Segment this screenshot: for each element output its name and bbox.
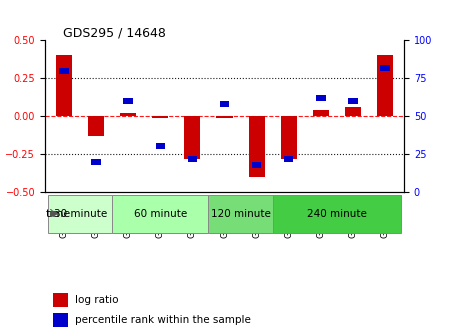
Bar (53, 313, 68, 327)
Bar (220, 101, 229, 107)
Bar (53, 293, 68, 307)
Bar (88, 116, 104, 136)
Text: percentile rank within the sample: percentile rank within the sample (75, 316, 251, 325)
Text: 60 minute: 60 minute (134, 209, 187, 218)
Text: 240 minute: 240 minute (307, 209, 367, 218)
Text: 120 minute: 120 minute (211, 209, 270, 218)
Text: time: time (45, 209, 71, 218)
Bar (313, 110, 329, 116)
Bar (345, 107, 361, 116)
Text: GDS295 / 14648: GDS295 / 14648 (63, 26, 166, 39)
Bar (316, 95, 326, 101)
Bar (112, 195, 208, 233)
Bar (120, 113, 136, 116)
Bar (185, 116, 200, 159)
Bar (188, 156, 197, 162)
Bar (252, 162, 261, 168)
Bar (377, 55, 393, 116)
Bar (348, 98, 357, 104)
Bar (56, 55, 72, 116)
Bar (273, 195, 401, 233)
Bar (48, 195, 112, 233)
Text: 30 minute: 30 minute (53, 209, 107, 218)
Text: log ratio: log ratio (75, 295, 119, 305)
Bar (59, 68, 69, 74)
Bar (208, 195, 273, 233)
Bar (284, 156, 294, 162)
Bar (152, 116, 168, 118)
Bar (249, 116, 264, 177)
Bar (123, 98, 133, 104)
Bar (92, 159, 101, 165)
Bar (155, 143, 165, 150)
Bar (216, 116, 233, 118)
Bar (281, 116, 297, 159)
Bar (380, 65, 390, 71)
